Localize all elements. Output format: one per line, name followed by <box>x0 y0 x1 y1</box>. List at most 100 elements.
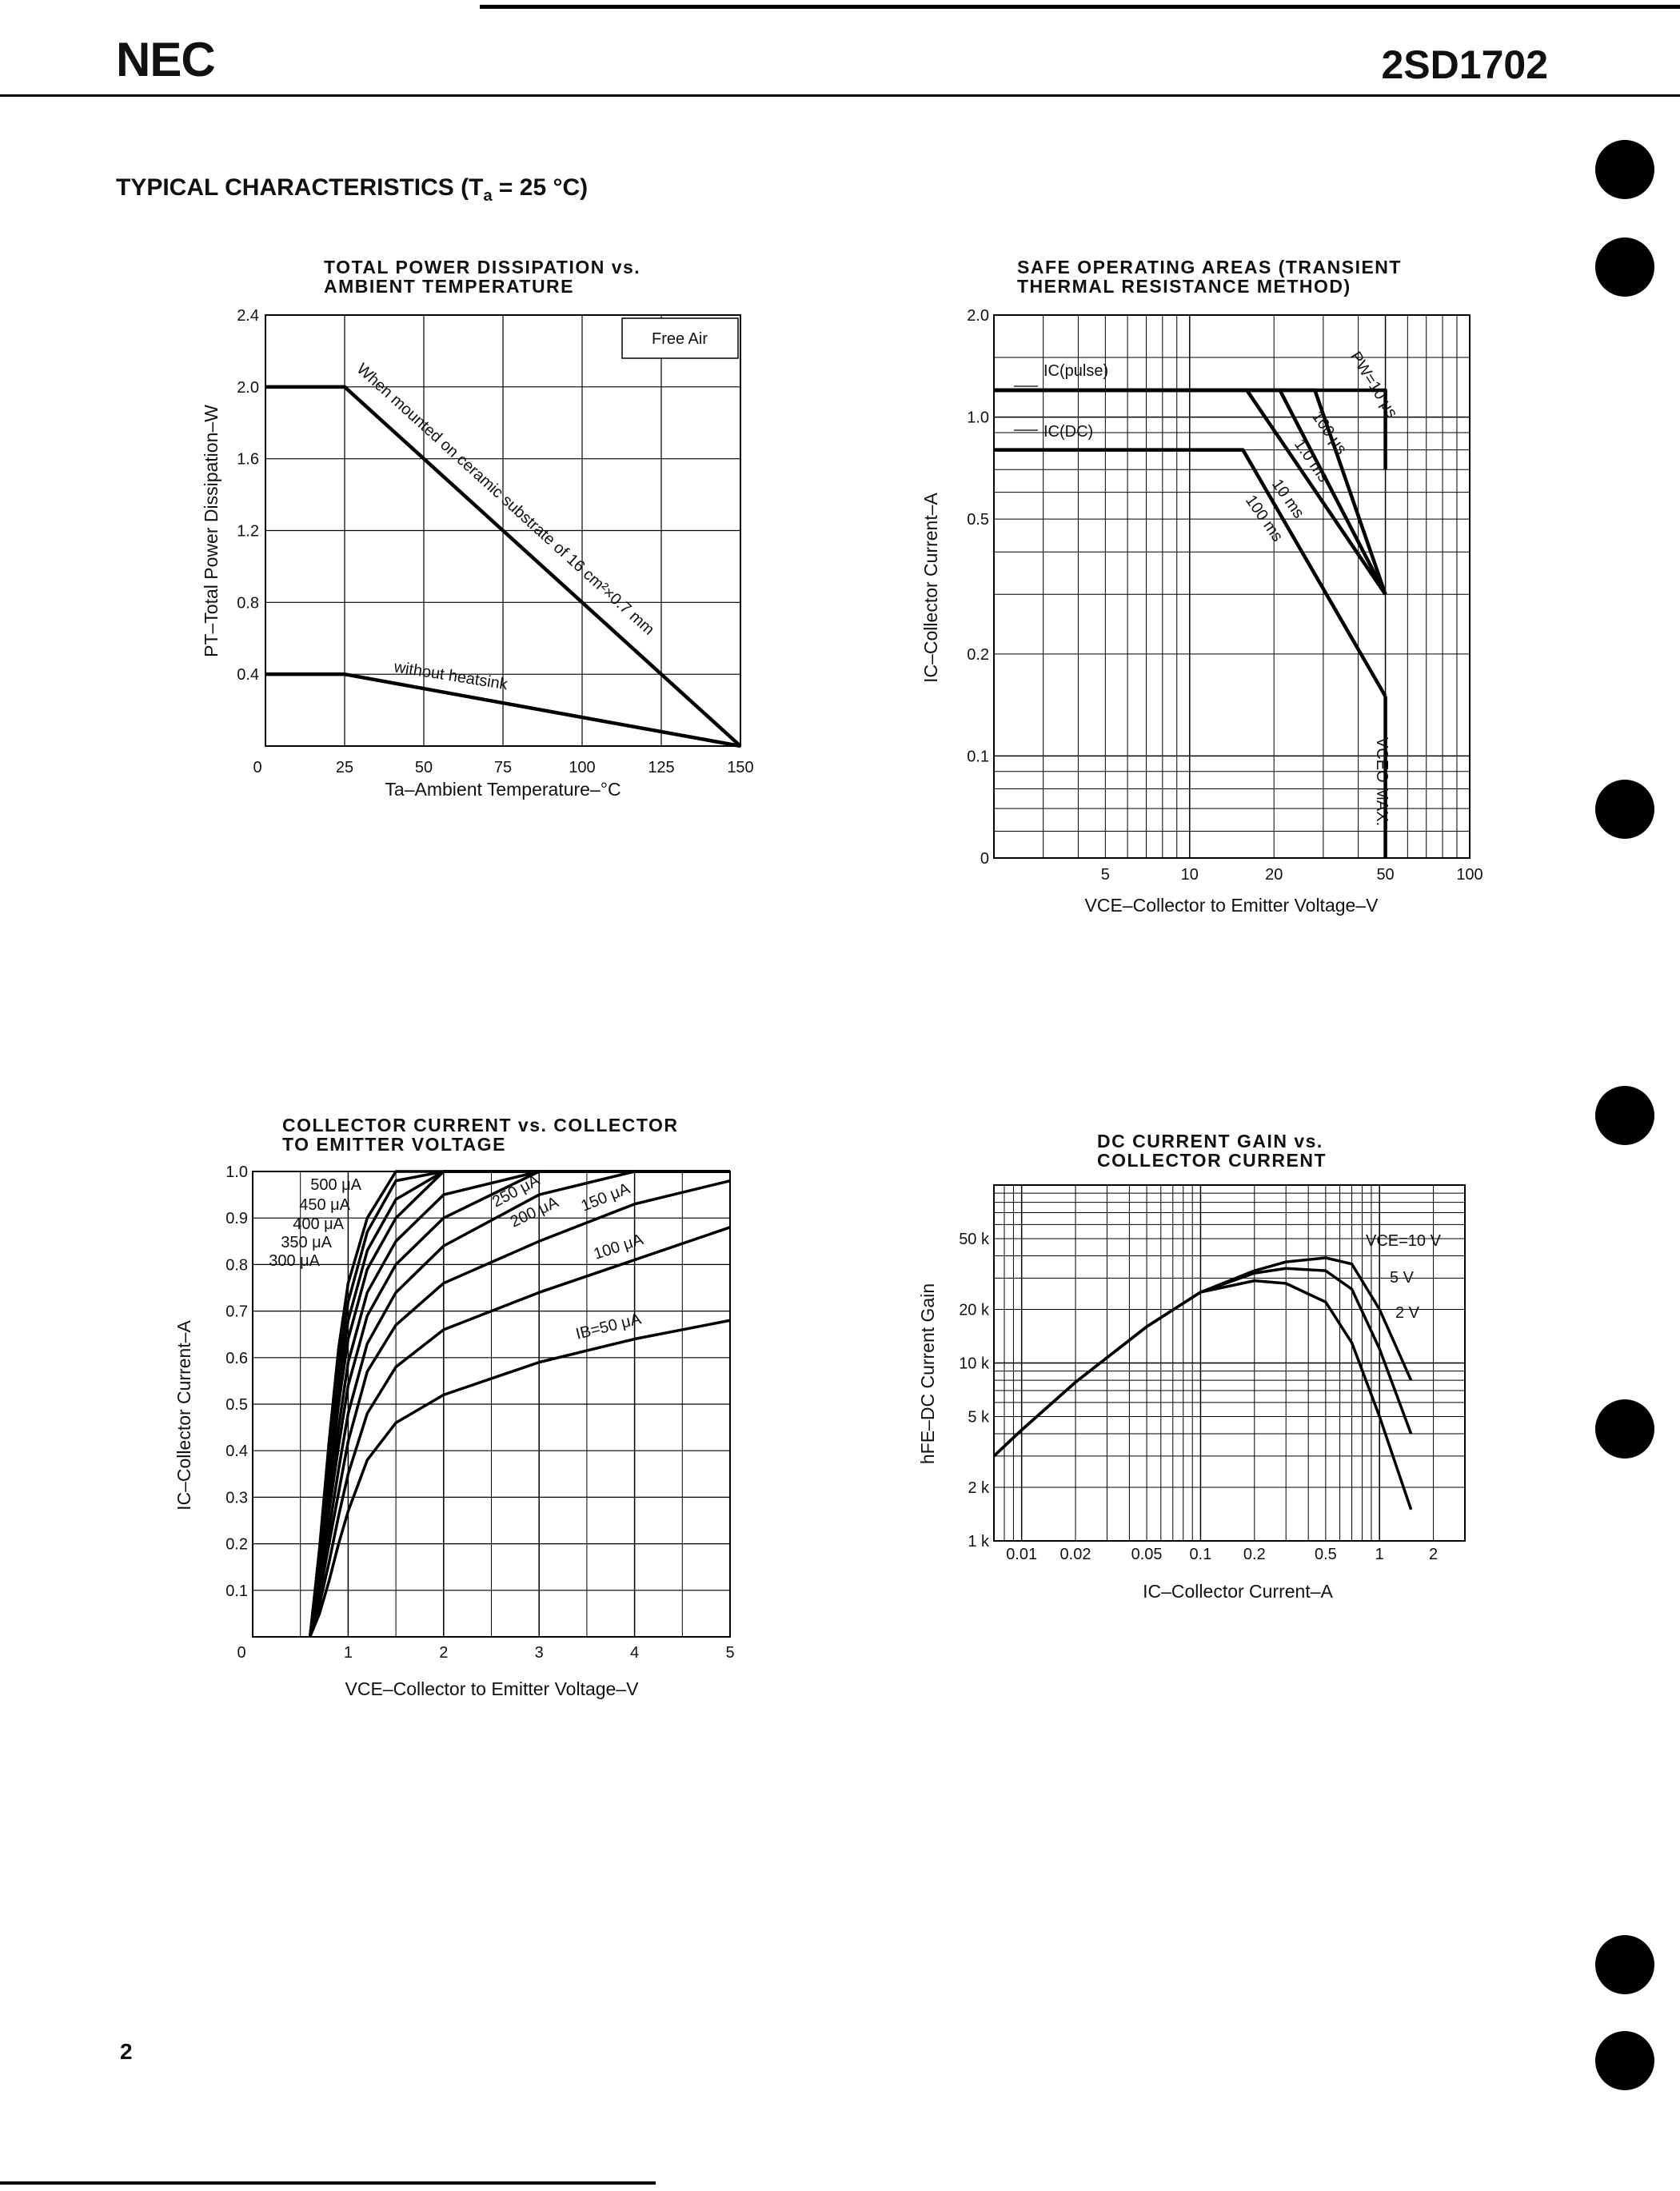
dc-current-gain-chart: 0.01 0.02 0.05 0.1 0.2 0.5 1 2 1 k 2 k 5 k 10 k 20 k… <box>917 1184 1466 1602</box>
y-tick-label: 0.3 <box>225 1489 248 1507</box>
y-tick-label: 0.2 <box>225 1536 248 1554</box>
y-tick-label: 2 k <box>968 1479 990 1497</box>
binder-hole-1 <box>1595 140 1654 199</box>
y-axis-label: IC–Collector Current–A <box>920 492 941 682</box>
series-line <box>992 1279 1413 1511</box>
y-axis-label: hFE–DC Current Gain <box>917 1283 938 1464</box>
series-line-dc <box>994 448 1387 697</box>
power-chart-title: TOTAL POWER DISSIPATION vs. AMBIENT TEMPE… <box>324 257 641 297</box>
y-tick-label: 10 k <box>959 1355 990 1373</box>
label-vce-10: VCE=10 V <box>1366 1232 1442 1250</box>
x-tick-label: 2 <box>439 1644 448 1662</box>
label-vceo: VCEO MAX. <box>1373 737 1391 826</box>
x-tick-label: 150 <box>727 759 753 776</box>
y-tick-label: 5 k <box>968 1408 990 1426</box>
label-ib-500: 500 μA <box>310 1176 361 1194</box>
binder-hole-2 <box>1595 237 1654 297</box>
plot-frame <box>993 314 1470 859</box>
binder-hole-6 <box>1595 1935 1654 1994</box>
label-pw: PW=10 μs <box>1347 349 1401 421</box>
y-tick-label: 0.1 <box>967 748 989 765</box>
part-number: 2SD1702 <box>1381 42 1549 87</box>
x-tick-label: 5 <box>725 1644 734 1662</box>
x-tick-label: 50 <box>1376 866 1394 884</box>
safe-operating-area-chart: 5 10 20 50 100 0 0.1 0.2 0.5 1.0 2.0 IC(pulse) IC(DC… <box>920 307 1483 916</box>
x-tick-label: 10 <box>1181 866 1199 884</box>
x-tick-label: 0.2 <box>1243 1546 1266 1563</box>
binder-hole-7 <box>1595 2031 1654 2090</box>
y-tick-label: 1 k <box>968 1533 990 1550</box>
brand-logo: NEC <box>116 33 216 86</box>
y-tick-label: 0.2 <box>967 646 989 664</box>
x-axis-label: VCE–Collector to Emitter Voltage–V <box>1085 895 1379 916</box>
series-line <box>308 1226 731 1638</box>
label-ic-pulse: IC(pulse) <box>1044 362 1108 380</box>
x-tick-label: 125 <box>648 759 674 776</box>
x-tick-label: 1 <box>344 1644 353 1662</box>
top-rule <box>480 5 1680 9</box>
y-tick-label: 1.2 <box>237 523 259 541</box>
y-tick-label: 0.5 <box>225 1396 248 1414</box>
label-ib-450: 450 μA <box>299 1196 350 1214</box>
label-vce-5: 5 V <box>1390 1269 1415 1287</box>
bottom-rule <box>0 2181 656 2185</box>
soa-chart-title: SAFE OPERATING AREAS (TRANSIENT THERMAL R… <box>1017 257 1402 297</box>
plot-frame <box>993 1184 1466 1542</box>
series-line-heatsink <box>265 672 741 748</box>
y-tick-label: 0.8 <box>225 1256 248 1274</box>
label-heatsink: without heatsink <box>392 658 509 693</box>
y-tick-label: 0.4 <box>225 1443 248 1460</box>
x-tick-label: 0 <box>253 759 261 776</box>
binder-hole-4 <box>1595 1086 1654 1145</box>
x-tick-label: 20 <box>1265 866 1283 884</box>
page-number: 2 <box>120 2039 133 2064</box>
series-line <box>308 1170 730 1638</box>
binder-hole-5 <box>1595 1399 1654 1459</box>
x-tick-label: 1 <box>1375 1546 1384 1563</box>
y-tick-label: 0.9 <box>225 1210 248 1227</box>
y-tick-label: 2.4 <box>237 307 259 325</box>
x-tick-label: 0.02 <box>1060 1546 1091 1563</box>
section-title: TYPICAL CHARACTERISTICS (Ta = 25 °C) <box>116 174 589 205</box>
collector-current-chart: 0 1 2 3 4 5 0.1 0.2 0.3 0.4 0.5 0.6 0.7 0.8 0.9 1.0 500 … <box>174 1163 735 1699</box>
y-tick-label: 0.1 <box>225 1582 248 1600</box>
plot-frame <box>265 314 741 747</box>
x-axis-label: IC–Collector Current–A <box>1143 1581 1333 1602</box>
icvce-chart-title: COLLECTOR CURRENT vs. COLLECTOR TO EMITTE… <box>282 1115 679 1155</box>
x-tick-label: 4 <box>630 1644 639 1662</box>
label-vce-2: 2 V <box>1395 1304 1420 1322</box>
y-tick-label: 20 k <box>959 1302 990 1319</box>
x-tick-label: 3 <box>535 1644 544 1662</box>
header-rule <box>0 94 1680 97</box>
x-tick-label: 0.1 <box>1190 1546 1212 1563</box>
label-ib-350: 350 μA <box>281 1234 332 1251</box>
x-tick-label: 50 <box>415 759 433 776</box>
power-dissipation-chart: 0 25 50 75 100 125 150 0.4 0.8 1.2 1.6 2.0 2.4 Free A… <box>201 307 754 800</box>
x-tick-label: 0.5 <box>1315 1546 1337 1563</box>
y-tick-label: 0.5 <box>967 511 989 529</box>
x-tick-label: 5 <box>1101 866 1110 884</box>
y-tick-label: 1.0 <box>967 409 989 427</box>
x-tick-label: 2 <box>1429 1546 1438 1563</box>
y-tick-label: 0 <box>980 850 989 868</box>
y-tick-label: 2.0 <box>967 307 989 325</box>
x-tick-label: 100 <box>1456 866 1482 884</box>
x-tick-label: 25 <box>336 759 353 776</box>
label-ic-dc: IC(DC) <box>1044 423 1093 441</box>
hfe-chart-title: DC CURRENT GAIN vs. COLLECTOR CURRENT <box>1097 1131 1327 1171</box>
legend-box <box>621 317 739 359</box>
series-line <box>308 1179 731 1638</box>
legend-label: Free Air <box>652 330 708 348</box>
y-tick-label: 1.6 <box>237 451 259 469</box>
series-line-mounted <box>265 385 742 748</box>
y-tick-label: 0.7 <box>225 1303 248 1321</box>
y-tick-label: 0.4 <box>237 666 259 684</box>
y-tick-label: 50 k <box>959 1231 990 1248</box>
series-line <box>309 1319 731 1638</box>
x-tick-label: 100 <box>569 759 595 776</box>
series-line <box>992 1267 1413 1458</box>
x-tick-label: 0.05 <box>1131 1546 1163 1563</box>
x-axis-label: VCE–Collector to Emitter Voltage–V <box>345 1678 640 1699</box>
y-tick-label: 0.8 <box>237 594 259 612</box>
